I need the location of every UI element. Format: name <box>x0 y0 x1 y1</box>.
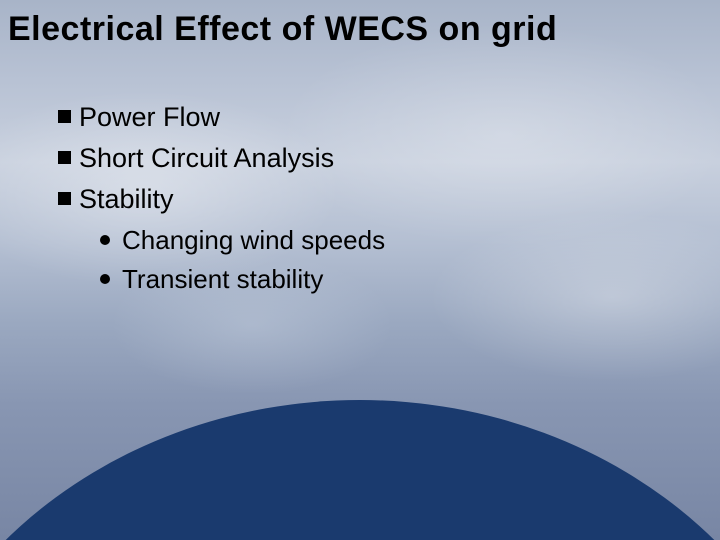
square-bullet-icon <box>58 151 71 164</box>
slide: Electrical Effect of WECS on grid Power … <box>0 0 720 540</box>
square-bullet-icon <box>58 110 71 123</box>
square-bullet-icon <box>58 192 71 205</box>
list-item: Stability <box>58 182 680 217</box>
sub-list-item: Transient stability <box>100 262 680 297</box>
list-item: Short Circuit Analysis <box>58 141 680 176</box>
sub-list: Changing wind speeds Transient stability <box>100 223 680 297</box>
sub-list-item-text: Changing wind speeds <box>122 223 385 258</box>
sub-list-item: Changing wind speeds <box>100 223 680 258</box>
list-item-text: Power Flow <box>79 100 220 135</box>
list-item-text: Short Circuit Analysis <box>79 141 334 176</box>
footer-arc <box>0 400 720 540</box>
dot-bullet-icon <box>100 235 110 245</box>
slide-body: Power Flow Short Circuit Analysis Stabil… <box>58 100 680 301</box>
slide-title: Electrical Effect of WECS on grid <box>8 10 712 49</box>
list-item-text: Stability <box>79 182 174 217</box>
list-item: Power Flow <box>58 100 680 135</box>
dot-bullet-icon <box>100 274 110 284</box>
sub-list-item-text: Transient stability <box>122 262 323 297</box>
